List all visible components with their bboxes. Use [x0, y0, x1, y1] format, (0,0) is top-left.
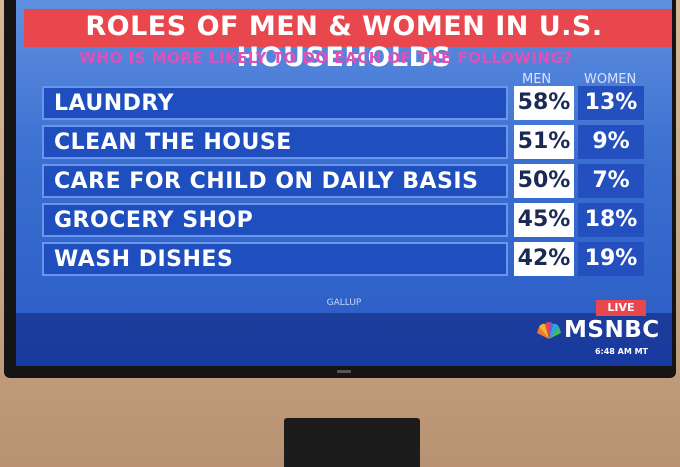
row-label: WASH DISHES [54, 247, 234, 272]
network-logo-text: MSNBC [564, 317, 660, 343]
men-value: 51% [514, 125, 574, 159]
women-value: 18% [578, 203, 644, 237]
time-label: 6:48 AM MT [594, 347, 648, 356]
television-frame: ROLES OF MEN & WOMEN IN U.S. HOUSEHOLDS … [4, 0, 676, 378]
row-label: CLEAN THE HOUSE [54, 130, 292, 155]
live-badge: LIVE [596, 300, 646, 316]
network-logo: MSNBC [536, 317, 666, 345]
row-label: CARE FOR CHILD ON DAILY BASIS [54, 169, 479, 194]
row-label-box: CLEAN THE HOUSE [42, 125, 508, 159]
table-row: CLEAN THE HOUSE 51% 9% [42, 125, 652, 159]
tv-mount-bracket [284, 418, 420, 467]
graphic-subtitle: WHO IS MORE LIKELY TO DO EACH OF THE FOL… [79, 49, 573, 67]
column-header-men: MEN [522, 72, 552, 87]
row-label: LAUNDRY [54, 91, 175, 116]
table-row: WASH DISHES 42% 19% [42, 242, 652, 276]
women-value: 9% [578, 125, 644, 159]
column-header-women: WOMEN [584, 72, 637, 87]
women-value: 13% [578, 86, 644, 120]
tv-indicator [337, 370, 351, 373]
row-label-box: LAUNDRY [42, 86, 508, 120]
source-label: GALLUP [326, 298, 362, 308]
men-value: 58% [514, 86, 574, 120]
men-value: 50% [514, 164, 574, 198]
men-value: 42% [514, 242, 574, 276]
row-label-box: GROCERY SHOP [42, 203, 508, 237]
table-row: CARE FOR CHILD ON DAILY BASIS 50% 7% [42, 164, 652, 198]
row-label: GROCERY SHOP [54, 208, 254, 233]
peacock-logo-icon [537, 322, 561, 339]
tv-screen: ROLES OF MEN & WOMEN IN U.S. HOUSEHOLDS … [16, 0, 672, 366]
men-value: 45% [514, 203, 574, 237]
table-row: LAUNDRY 58% 13% [42, 86, 652, 120]
women-value: 19% [578, 242, 644, 276]
graphic-title: ROLES OF MEN & WOMEN IN U.S. HOUSEHOLDS [85, 11, 603, 73]
lower-band [16, 313, 672, 366]
row-label-box: WASH DISHES [42, 242, 508, 276]
table-row: GROCERY SHOP 45% 18% [42, 203, 652, 237]
row-label-box: CARE FOR CHILD ON DAILY BASIS [42, 164, 508, 198]
title-bar: ROLES OF MEN & WOMEN IN U.S. HOUSEHOLDS [24, 9, 672, 73]
women-value: 7% [578, 164, 644, 198]
